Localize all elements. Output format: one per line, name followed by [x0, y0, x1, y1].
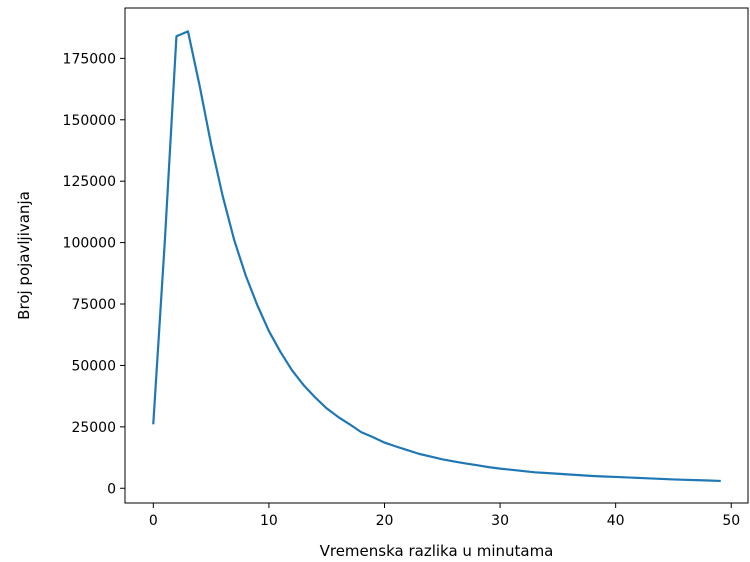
x-tick-label: 10 — [260, 513, 278, 529]
x-tick-label: 50 — [722, 513, 740, 529]
x-tick-label: 30 — [491, 513, 509, 529]
y-tick-label: 125000 — [63, 174, 116, 190]
y-tick-label: 50000 — [71, 358, 116, 374]
x-tick-label: 20 — [376, 513, 394, 529]
y-tick-label: 150000 — [63, 113, 116, 129]
y-tick-label: 25000 — [71, 420, 116, 436]
series-line — [152, 30, 721, 483]
y-tick-label: 0 — [107, 481, 116, 497]
x-tick-label: 0 — [149, 513, 158, 529]
y-tick-label: 75000 — [71, 297, 116, 313]
x-tick-label: 40 — [607, 513, 625, 529]
x-axis-ticks: 0 10 20 30 40 50 — [149, 503, 740, 529]
x-axis-label: Vremenska razlika u minutama — [320, 542, 554, 560]
y-tick-label: 175000 — [63, 51, 116, 67]
y-axis-label: Broj pojavljivanja — [15, 191, 33, 320]
y-axis-ticks: 0 25000 50000 75000 100000 125000 150000 175000 — [63, 51, 125, 497]
y-tick-label: 100000 — [63, 236, 116, 252]
plot-frame — [124, 7, 749, 504]
